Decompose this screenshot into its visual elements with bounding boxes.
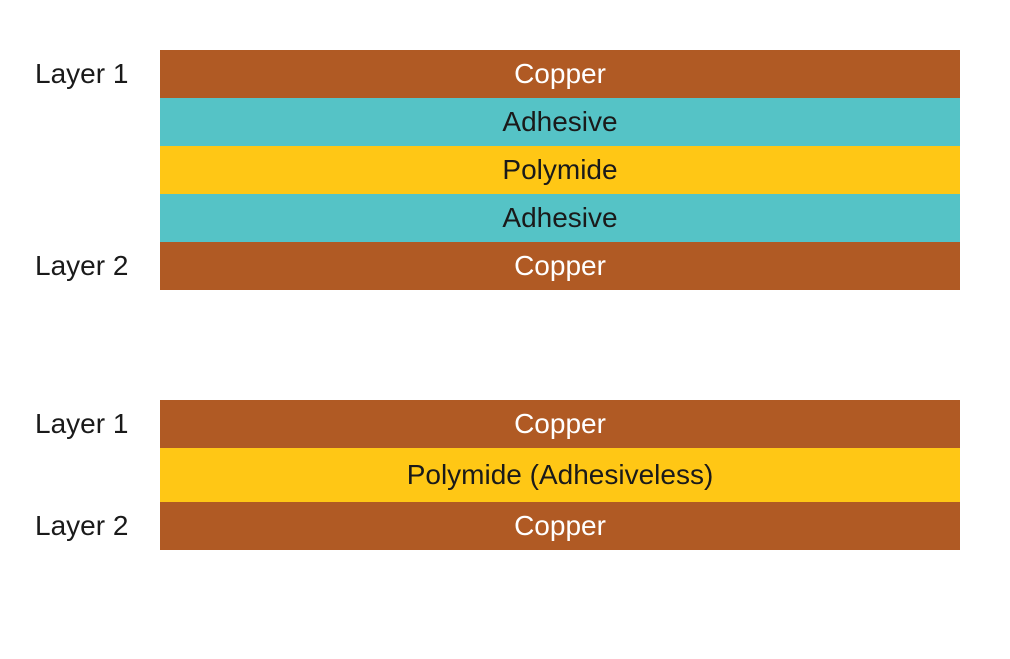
side-label-copper-bot: Layer 2 [35,252,128,280]
stack-adhesiveless: CopperPolymide (Adhesiveless)Copper [160,400,960,550]
band-copper-top: Copper [160,50,960,98]
band-copper-bot: Copper [160,242,960,290]
band-polymide: Polymide [160,146,960,194]
side-label-copper-top: Layer 1 [35,60,128,88]
layer-stack-diagram: CopperAdhesivePolymideAdhesiveCopperLaye… [0,0,1010,659]
band-adhesive-top: Adhesive [160,98,960,146]
side-label-copper-top: Layer 1 [35,410,128,438]
stack-adhesive: CopperAdhesivePolymideAdhesiveCopper [160,50,960,290]
band-copper-bot: Copper [160,502,960,550]
band-polymide: Polymide (Adhesiveless) [160,448,960,502]
band-adhesive-bot: Adhesive [160,194,960,242]
side-label-copper-bot: Layer 2 [35,512,128,540]
band-copper-top: Copper [160,400,960,448]
